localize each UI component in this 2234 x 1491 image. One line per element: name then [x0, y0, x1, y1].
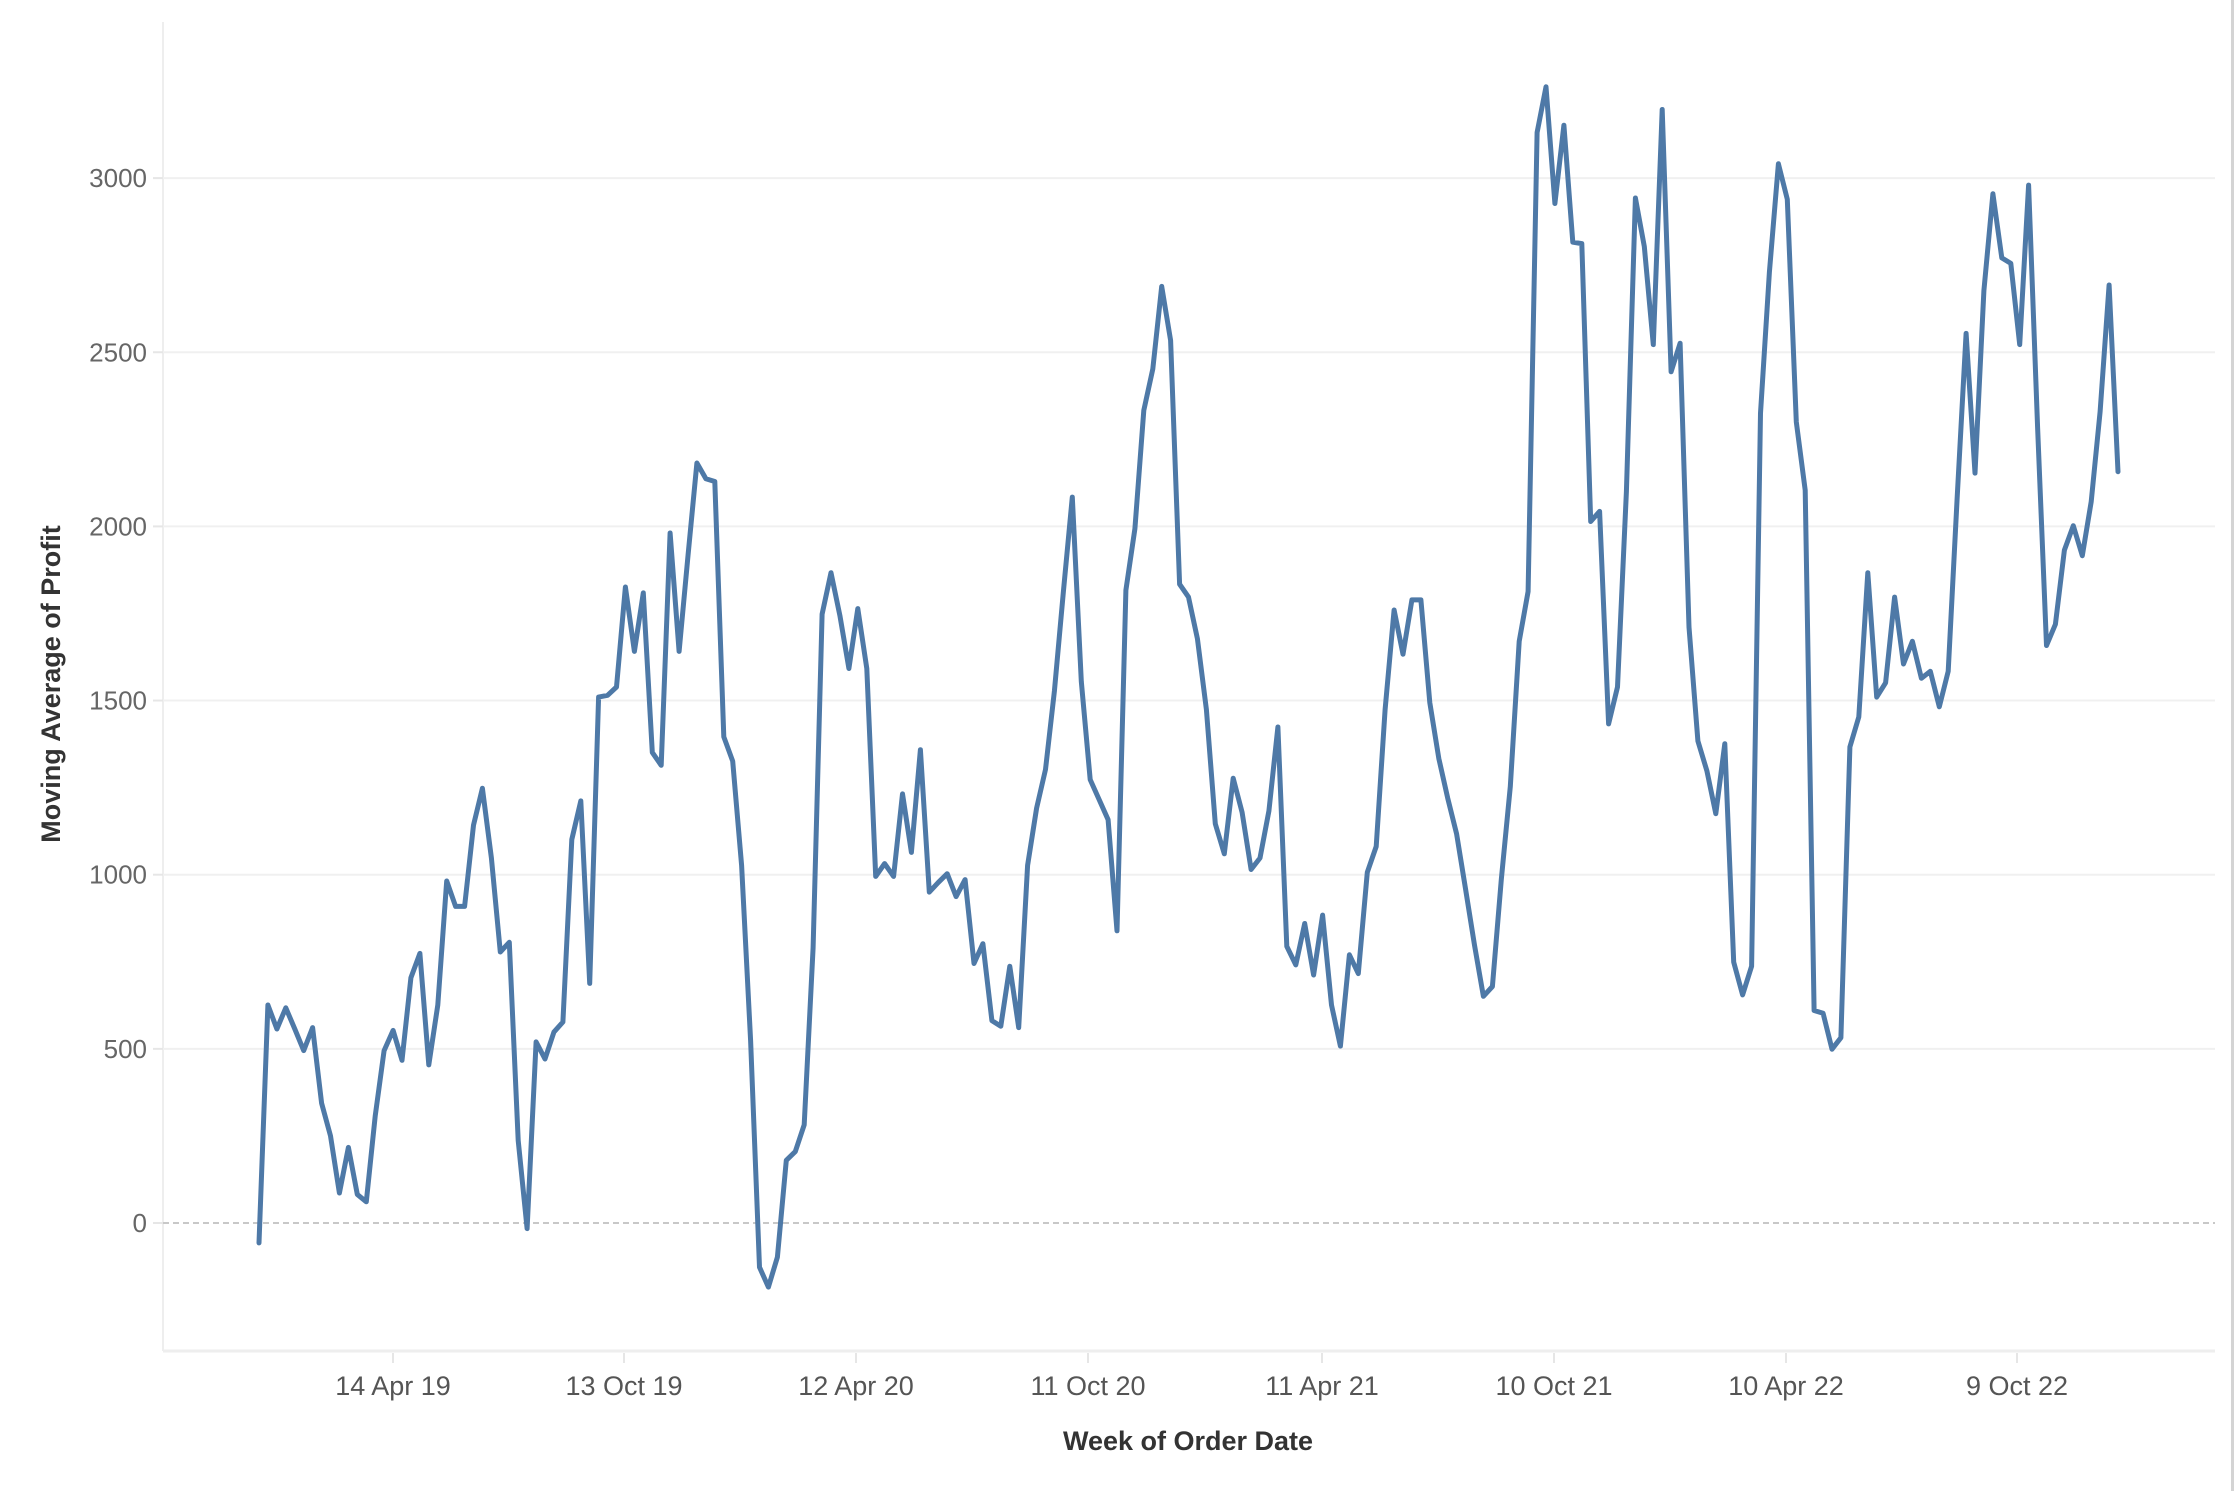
x-tick-label: 9 Oct 22	[1966, 1371, 2068, 1401]
y-gridlines	[163, 177, 2215, 1050]
y-axis-title: Moving Average of Profit	[36, 525, 66, 843]
x-tick-label: 10 Oct 21	[1495, 1371, 1612, 1401]
y-tick-label: 2500	[89, 337, 147, 367]
x-tick-label: 10 Apr 22	[1728, 1371, 1844, 1401]
plot-frame	[162, 22, 2215, 1353]
y-tick-label: 500	[104, 1034, 147, 1064]
y-tick-label: 2000	[89, 511, 147, 541]
x-axis-title: Week of Order Date	[1063, 1426, 1313, 1456]
y-tick-label: 1000	[89, 860, 147, 890]
y-axis-ticks: 0 500 1000 1500 2000 2500 3000	[89, 163, 163, 1238]
x-tick-label: 13 Oct 19	[565, 1371, 682, 1401]
y-tick-label: 1500	[89, 686, 147, 716]
x-tick-label: 12 Apr 20	[798, 1371, 914, 1401]
y-tick-label: 0	[133, 1208, 147, 1238]
profit-moving-average-line[interactable]	[256, 84, 2121, 1290]
x-tick-label: 11 Apr 21	[1265, 1371, 1379, 1401]
x-tick-label: 11 Oct 20	[1030, 1371, 1145, 1401]
right-edge-divider	[2231, 0, 2234, 1491]
x-axis-ticks: 14 Apr 19 13 Oct 19 12 Apr 20 11 Oct 20 11 A…	[335, 1353, 2068, 1401]
y-tick-label: 3000	[89, 163, 147, 193]
x-tick-label: 14 Apr 19	[335, 1371, 451, 1401]
